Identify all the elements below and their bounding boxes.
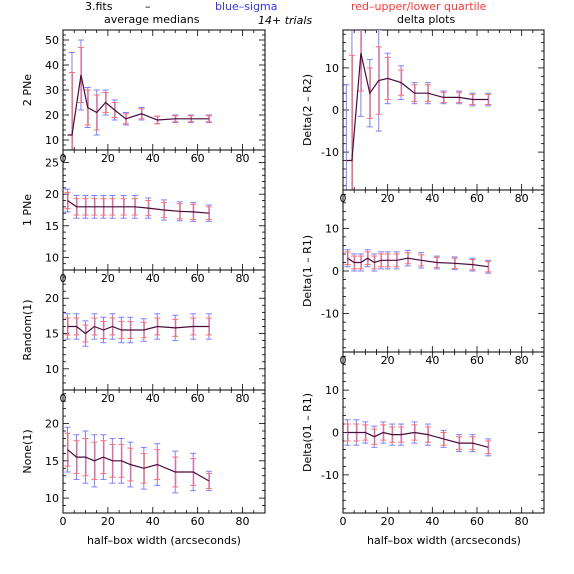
x-tick-label: 60 bbox=[191, 392, 205, 405]
red-quartile-label: red–upper/lower quartile bbox=[351, 0, 487, 13]
x-tick-label: 40 bbox=[425, 192, 439, 205]
y-tick-label: 10 bbox=[45, 492, 59, 505]
x-tick-label: 60 bbox=[470, 192, 484, 205]
median-line bbox=[67, 325, 209, 335]
x-tick-label: 20 bbox=[381, 354, 395, 367]
x-tick-label: 40 bbox=[146, 392, 160, 405]
x-tick-label: 0 bbox=[340, 515, 347, 528]
x-tick-label: 80 bbox=[236, 152, 250, 165]
y-tick-label: 20 bbox=[45, 109, 59, 122]
y-axis-label: Random(1) bbox=[21, 299, 34, 360]
trials-title: 14+ trials bbox=[258, 14, 313, 27]
y-tick-label: 10 bbox=[45, 251, 59, 264]
x-axis-label: half–box width (arcseconds) bbox=[367, 534, 521, 547]
x-axis-label: half–box width (arcseconds) bbox=[87, 534, 241, 547]
y-tick-label: 20 bbox=[45, 188, 59, 201]
x-tick-label: 60 bbox=[191, 515, 205, 528]
data-layer bbox=[64, 313, 212, 347]
y-tick-label: 50 bbox=[45, 34, 59, 47]
x-tick-label: 80 bbox=[236, 392, 250, 405]
x-tick-label: 40 bbox=[425, 515, 439, 528]
y-tick-label: 30 bbox=[45, 84, 59, 97]
y-axis-label: 2 PNe bbox=[21, 74, 34, 106]
y-tick-label: 20 bbox=[45, 292, 59, 305]
x-tick-label: 20 bbox=[381, 192, 395, 205]
panel-left-4: 0 20 40 60 80 10 15 20 None(1) bbox=[21, 389, 266, 528]
data-layer bbox=[344, 419, 492, 457]
x-tick-label: 80 bbox=[236, 272, 250, 285]
panel-frame bbox=[342, 29, 545, 191]
median-line bbox=[346, 53, 489, 162]
x-tick-label: 80 bbox=[515, 515, 529, 528]
x-tick-label: 40 bbox=[146, 272, 160, 285]
y-tick-label: -10 bbox=[321, 308, 339, 321]
y-axis-label: Delta(2 – R2) bbox=[301, 74, 314, 146]
left-column-title: average medians bbox=[104, 13, 200, 26]
panel-right-3: 0 20 40 60 80 -10 0 10 Delta(01 – R1) bbox=[301, 351, 545, 528]
x-tick-label: 20 bbox=[101, 392, 115, 405]
x-tick-label: 60 bbox=[470, 354, 484, 367]
x-tick-label: 40 bbox=[146, 515, 160, 528]
y-tick-label: -10 bbox=[321, 146, 339, 159]
x-tick-label: 40 bbox=[146, 152, 160, 165]
x-tick-label: 20 bbox=[101, 515, 115, 528]
panel-frame bbox=[62, 269, 266, 391]
x-tick-label: 20 bbox=[101, 152, 115, 165]
file-label: 3.fits bbox=[85, 0, 113, 13]
data-layer bbox=[344, 249, 492, 274]
header-dash: – bbox=[145, 0, 151, 13]
y-tick-label: 15 bbox=[45, 328, 59, 341]
blue-sigma-label: blue–sigma bbox=[215, 0, 278, 13]
x-tick-label: 80 bbox=[515, 354, 529, 367]
y-tick-label: 10 bbox=[45, 134, 59, 147]
data-layer bbox=[64, 426, 212, 494]
y-axis-label: None(1) bbox=[21, 429, 34, 473]
y-axis-label: Delta(1 – R1) bbox=[301, 235, 314, 307]
x-tick-label: 80 bbox=[236, 515, 250, 528]
y-tick-label: 0 bbox=[332, 427, 339, 440]
y-tick-label: 15 bbox=[45, 220, 59, 233]
y-tick-label: 10 bbox=[325, 222, 339, 235]
x-tick-label: 60 bbox=[470, 515, 484, 528]
y-tick-label: -10 bbox=[321, 469, 339, 482]
y-tick-label: 0 bbox=[332, 265, 339, 278]
y-tick-label: 15 bbox=[45, 455, 59, 468]
x-tick-label: 80 bbox=[515, 192, 529, 205]
y-tick-label: 10 bbox=[325, 384, 339, 397]
median-line bbox=[347, 257, 489, 268]
y-tick-label: 20 bbox=[45, 418, 59, 431]
x-tick-label: 0 bbox=[60, 515, 67, 528]
right-column-title: delta plots bbox=[397, 13, 456, 26]
median-line bbox=[67, 74, 209, 136]
data-layer bbox=[67, 39, 212, 150]
y-tick-label: 40 bbox=[45, 59, 59, 72]
data-layer bbox=[343, 30, 492, 190]
y-tick-label: 0 bbox=[332, 104, 339, 117]
median-line bbox=[347, 431, 489, 448]
x-tick-label: 20 bbox=[101, 272, 115, 285]
y-tick-label: 25 bbox=[45, 157, 59, 170]
panel-frame bbox=[62, 389, 266, 514]
y-tick-label: 10 bbox=[45, 363, 59, 376]
y-tick-label: 10 bbox=[325, 62, 339, 75]
x-tick-label: 60 bbox=[191, 152, 205, 165]
panel-frame bbox=[62, 29, 266, 151]
x-tick-label: 20 bbox=[381, 515, 395, 528]
median-line bbox=[67, 200, 209, 214]
median-line bbox=[67, 449, 210, 482]
data-layer bbox=[64, 188, 212, 222]
x-tick-label: 60 bbox=[191, 272, 205, 285]
x-tick-label: 40 bbox=[425, 354, 439, 367]
y-axis-label: Delta(01 – R1) bbox=[301, 393, 314, 472]
y-axis-label: 1 PNe bbox=[21, 194, 34, 226]
